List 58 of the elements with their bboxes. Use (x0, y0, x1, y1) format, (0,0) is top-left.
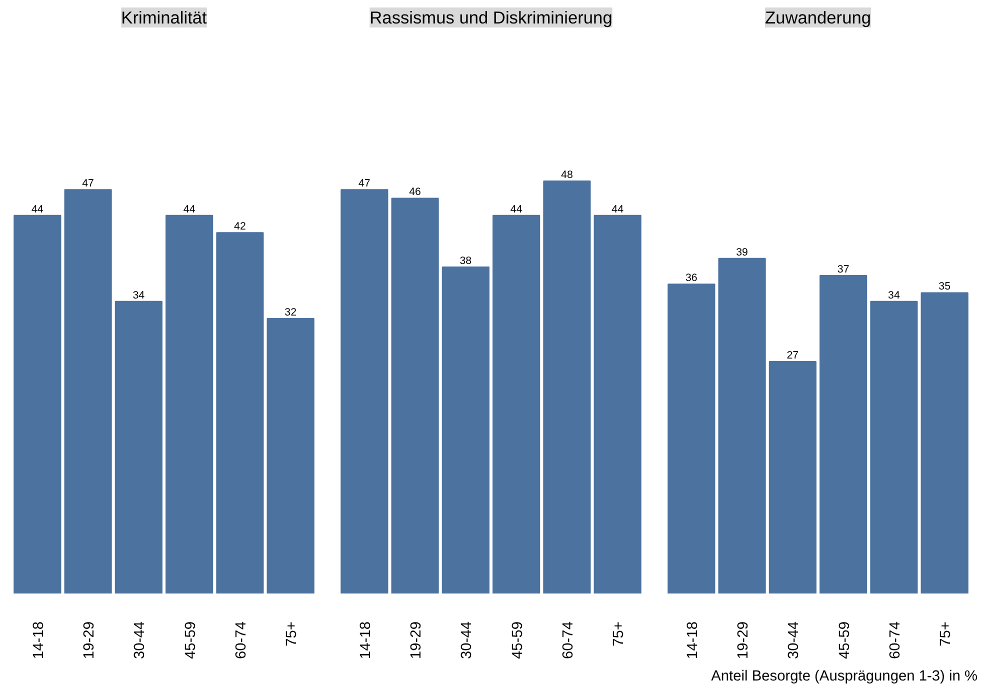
x-tick-label: 45-59 (182, 621, 199, 659)
data-label: 44 (612, 203, 624, 216)
x-tick-label: 19-29 (408, 621, 425, 659)
chart-title: Rassismus und Diskriminierung (370, 8, 612, 28)
bar (668, 284, 716, 594)
bar (820, 275, 868, 594)
x-tick-label: 75+ (938, 621, 954, 646)
bar (920, 292, 968, 594)
bar (64, 189, 112, 594)
data-label: 46 (409, 186, 422, 198)
x-tick-label: 14-18 (684, 621, 701, 659)
data-label: 42 (234, 220, 246, 233)
bar (543, 180, 591, 594)
data-label: 27 (786, 349, 799, 362)
x-tick-label: 45-59 (510, 621, 526, 659)
data-label: 35 (938, 280, 951, 293)
chart-title: Kriminalität (121, 8, 208, 28)
x-tick-label: 30-44 (459, 621, 476, 659)
data-label: 48 (561, 169, 573, 181)
x-tick-label: 60-74 (560, 621, 576, 659)
bar (870, 300, 918, 594)
data-label: 38 (460, 254, 472, 267)
x-tick-label: 14-18 (30, 621, 47, 659)
bar (442, 266, 490, 594)
data-label: 44 (183, 203, 196, 216)
data-label: 44 (31, 203, 44, 216)
bar (266, 318, 314, 594)
data-label: 44 (510, 203, 522, 216)
data-label: 37 (837, 264, 850, 276)
bar (718, 258, 766, 594)
data-label: 39 (736, 246, 748, 258)
data-label: 47 (358, 178, 370, 190)
x-tick-label: 60-74 (887, 621, 904, 659)
x-tick-label: 75+ (611, 621, 628, 646)
x-tick-label: 30-44 (132, 621, 148, 659)
bar (216, 232, 264, 594)
text: Anteil Besorgte (Ausprägungen 1-3) in % (711, 668, 978, 684)
bar (340, 189, 388, 594)
data-label: 34 (132, 289, 145, 302)
x-tick-label: 14-18 (358, 621, 374, 659)
chart-title: Zuwanderung (765, 8, 871, 28)
x-tick-label: 19-29 (736, 621, 752, 659)
bar (594, 214, 642, 594)
data-label: 34 (888, 289, 900, 302)
x-tick-label: 75+ (284, 621, 300, 646)
bar (391, 198, 439, 594)
x-tick-label: 60-74 (233, 621, 250, 659)
bar (14, 214, 62, 594)
data-label: 47 (82, 178, 94, 190)
bar (114, 300, 162, 594)
x-tick-label: 30-44 (786, 621, 802, 659)
x-tick-label: 19-29 (82, 621, 98, 659)
bar (768, 360, 816, 594)
bar (492, 214, 540, 594)
x-tick-label: 45-59 (836, 621, 853, 659)
bar (166, 214, 214, 594)
data-label: 32 (284, 306, 297, 318)
data-label: 36 (685, 272, 698, 284)
